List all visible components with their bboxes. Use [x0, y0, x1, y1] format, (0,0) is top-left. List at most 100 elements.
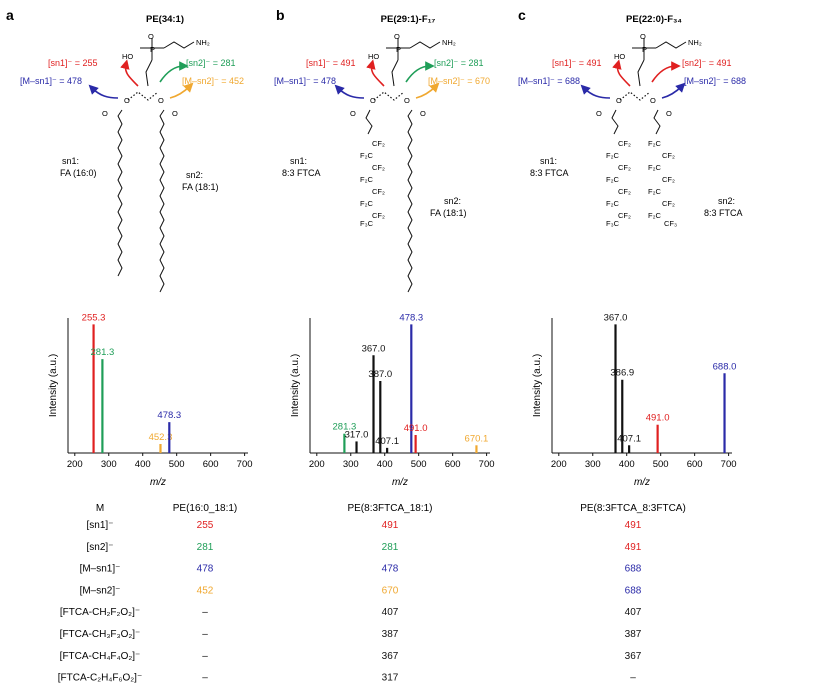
table-row: [FTCA-CH₄F₄O₂]⁻ – 367 367 [60, 651, 642, 662]
panel-c-ion-msn1: [M–sn1]⁻ = 688 [518, 76, 580, 86]
svg-text:CF₂: CF₂ [662, 175, 675, 184]
panel-b-msn1-arrow [334, 84, 365, 99]
peak-label-452.3: 452.3 [149, 432, 173, 443]
table-cell: 367 [382, 651, 399, 662]
panel-b-ester-o2: O [404, 96, 410, 105]
panel-b-sn1-chain-name: 8:3 FTCA [282, 168, 321, 178]
panel-b-ester-o1: O [370, 96, 376, 105]
table-cell: – [630, 673, 636, 684]
panel-a-ho-label: HO [122, 52, 133, 61]
table-cell: 688 [625, 585, 642, 596]
table-cell: 491 [625, 520, 642, 531]
panel-a-msn1-arrow [88, 84, 119, 99]
panel-b-ho-label: HO [368, 52, 379, 61]
svg-text:CF₃: CF₃ [664, 219, 677, 228]
table-cell: 670 [382, 585, 399, 596]
panel-b-structure: b PE(29:1)-F₁₇ O P HO NH₂ O O O O [sn1]⁻… [274, 7, 490, 293]
table-row-label: [FTCA-CH₄F₄O₂]⁻ [60, 651, 141, 662]
svg-text:CF₂: CF₂ [372, 211, 385, 220]
panel-b-title: PE(29:1)-F₁₇ [381, 14, 436, 25]
fragment-table: M PE(16:0_18:1) PE(8:3FTCA_18:1) PE(8:3FTCA… [58, 503, 686, 684]
peak-label-367.0: 367.0 [604, 312, 628, 323]
panel-b-sn1-label: sn1: [290, 156, 307, 166]
panel-c-msn1-arrow [580, 84, 611, 99]
peak-label-387.0: 387.0 [368, 369, 392, 380]
table-header-col: PE(16:0_18:1) [173, 503, 238, 514]
panel-a-o-label: O [148, 32, 154, 41]
svg-text:F₂C: F₂C [606, 151, 619, 160]
table-cell: 478 [382, 564, 399, 575]
x-tick-label: 700 [479, 459, 495, 470]
x-axis-label: m/z [634, 477, 650, 488]
x-tick-label: 500 [411, 459, 427, 470]
table-cell: – [202, 651, 208, 662]
panel-b-p-label: P [396, 45, 401, 54]
table-row: [M–sn2]⁻ 452 670 688 [80, 585, 642, 596]
svg-text:F₂C: F₂C [648, 187, 661, 196]
panel-c-p-label: P [642, 45, 647, 54]
x-tick-label: 300 [101, 459, 117, 470]
panel-a-nh2-label: NH₂ [196, 38, 210, 47]
x-tick-label: 200 [551, 459, 567, 470]
panel-b-nh2-label: NH₂ [442, 38, 456, 47]
panel-b-headgroup [386, 38, 441, 87]
y-axis-label: Intensity (a.u.) [532, 354, 543, 417]
table-cell: 688 [625, 564, 642, 575]
svg-text:F₂C: F₂C [606, 199, 619, 208]
table-row-label: [sn1]⁻ [87, 520, 114, 531]
panel-c-title: PE(22:0)-F₃₄ [626, 14, 682, 25]
table-row: [FTCA-CH₂F₂O₂]⁻ – 407 407 [60, 607, 642, 618]
panel-c-fluoro-chain-1: CF₂ F₂C CF₂ F₂C CF₂ F₂C CF₂ F₃C [606, 139, 631, 228]
svg-text:F₂C: F₂C [648, 211, 661, 220]
x-tick-label: 600 [687, 459, 703, 470]
table-cell: 387 [625, 629, 642, 640]
x-tick-label: 700 [237, 459, 253, 470]
panel-c-sn1-arrow [612, 59, 631, 87]
table-header-label: M [96, 503, 104, 514]
panel-a-structure: a PE(34:1) O P HO NH₂ O O O O [sn1]⁻ = 2… [6, 7, 244, 293]
panel-b-carbonyl-o2: O [420, 109, 426, 118]
peak-label-688.0: 688.0 [713, 361, 737, 372]
y-axis-label: Intensity (a.u.) [290, 354, 301, 417]
spectrum-0: 200 300 400 500 600 700 m/z Intensity (a.u.) 255… [48, 312, 253, 488]
panel-a-ion-msn2: [M–sn2]⁻ = 452 [182, 76, 244, 86]
x-tick-label: 400 [135, 459, 151, 470]
panel-c-headgroup [632, 38, 687, 87]
panel-a-sn1-label: sn1: [62, 156, 79, 166]
panel-a-glycerol-bonds [127, 91, 159, 101]
x-tick-label: 200 [309, 459, 325, 470]
panel-c-ion-sn1: [sn1]⁻ = 491 [552, 58, 602, 68]
table-row-label: [FTCA-CH₃F₃O₂]⁻ [60, 629, 141, 640]
panel-c-carbonyl-o1: O [596, 109, 602, 118]
panel-c-sn1-chain [611, 109, 619, 135]
table-cell: 491 [625, 542, 642, 553]
panel-c-msn2-arrow [661, 82, 686, 99]
panel-a-sn1-arrow [120, 59, 139, 87]
panel-c-ho-label: HO [614, 52, 625, 61]
table-cell: 452 [197, 585, 214, 596]
panel-c-glycerol-bonds [619, 91, 651, 101]
panel-c-ion-msn2: [M–sn2]⁻ = 688 [684, 76, 746, 86]
x-tick-label: 500 [653, 459, 669, 470]
table-cell: – [202, 673, 208, 684]
x-tick-label: 200 [67, 459, 83, 470]
svg-text:F₃C: F₃C [606, 219, 620, 228]
peak-label-281.3: 281.3 [91, 347, 115, 358]
y-axis-label: Intensity (a.u.) [48, 354, 59, 417]
panel-a-letter: a [6, 7, 14, 23]
panel-a-msn2-arrow [169, 82, 194, 99]
x-tick-label: 500 [169, 459, 185, 470]
table-row: [M–sn1]⁻ 478 478 688 [80, 564, 642, 575]
x-tick-label: 300 [343, 459, 359, 470]
peak-label-255.3: 255.3 [82, 312, 106, 323]
svg-text:CF₂: CF₂ [618, 139, 631, 148]
panel-b-msn2-arrow [415, 82, 440, 99]
table-cell: 407 [382, 607, 399, 618]
table-cell: 491 [382, 520, 399, 531]
panel-c-sn2-chain [653, 109, 661, 135]
panel-c-ester-o2: O [650, 96, 656, 105]
table-header-col: PE(8:3FTCA_8:3FTCA) [580, 503, 686, 514]
panel-a-sn2-chain-name: FA (18:1) [182, 182, 219, 192]
panel-c-sn2-arrow [651, 61, 681, 83]
